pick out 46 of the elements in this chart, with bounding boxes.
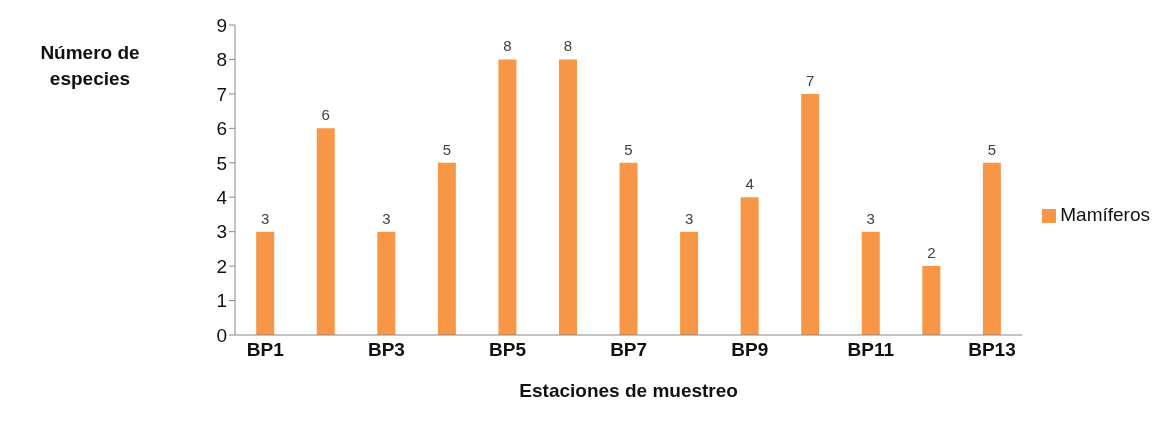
x-axis-title: Estaciones de muestreo [519, 380, 738, 401]
y-tick-label: 1 [216, 290, 227, 312]
data-label: 5 [624, 140, 633, 158]
data-label: 3 [684, 209, 694, 227]
data-label: 4 [745, 175, 754, 193]
y-tick-label: 7 [216, 83, 227, 105]
bar [680, 231, 699, 335]
bar [982, 162, 1001, 335]
bar [619, 162, 638, 335]
x-tick-label: BP7 [610, 339, 648, 361]
y-axis-title: Número de especies [39, 41, 141, 91]
x-tick-label: BP1 [246, 339, 285, 361]
bar [740, 197, 759, 335]
data-label: 3 [261, 209, 270, 227]
y-tick-label: 9 [216, 14, 227, 36]
y-tick-label: 2 [216, 255, 227, 277]
data-label: 8 [503, 37, 512, 55]
y-tick-label: 0 [216, 324, 227, 346]
bar [558, 59, 577, 335]
x-tick-label: BP5 [489, 339, 527, 361]
x-tick-label: BP11 [847, 339, 895, 361]
legend-label: Mamíferos [1060, 204, 1150, 225]
data-label: 8 [563, 37, 573, 55]
data-label: 5 [442, 140, 452, 158]
bar [801, 93, 820, 335]
data-label: 7 [806, 71, 815, 89]
data-label: 3 [866, 209, 875, 227]
bar [256, 231, 275, 335]
bar [377, 231, 396, 335]
bar [437, 162, 456, 335]
x-tick-label: BP13 [968, 339, 1016, 361]
bar [498, 59, 517, 335]
y-tick-label: 4 [216, 186, 228, 208]
x-tick-label: BP3 [367, 339, 405, 361]
data-label: 6 [321, 106, 330, 124]
x-tick-label: BP9 [731, 339, 769, 361]
data-label: 5 [987, 140, 997, 158]
data-label: 2 [927, 244, 936, 262]
bar [861, 231, 880, 335]
bar [922, 266, 941, 335]
bar [316, 128, 335, 335]
y-tick-label: 6 [216, 118, 227, 140]
y-tick-label: 5 [216, 152, 227, 174]
y-tick-label: 8 [216, 49, 227, 71]
data-label: 3 [382, 209, 391, 227]
y-tick-label: 3 [216, 221, 227, 243]
